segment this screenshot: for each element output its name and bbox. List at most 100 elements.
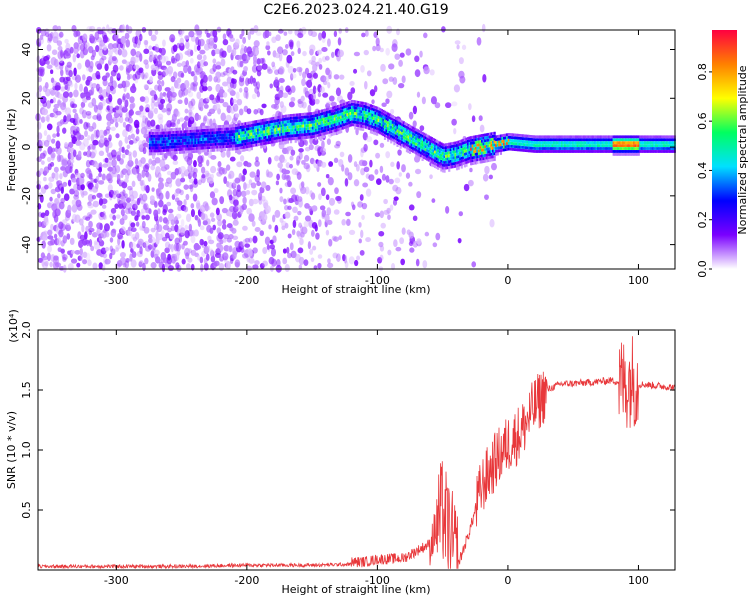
ridge-cell	[465, 155, 468, 159]
heatmap-cell	[222, 252, 229, 261]
heatmap-cell	[300, 186, 307, 195]
heatmap-cell	[341, 164, 345, 172]
ridge-cell	[271, 123, 274, 126]
ridge-cell	[390, 134, 393, 138]
heatmap-cell	[201, 166, 206, 174]
ridge-cell	[451, 147, 454, 151]
ridge-cell	[457, 143, 460, 147]
ridge-cell	[404, 139, 407, 143]
heatmap-cell	[351, 204, 356, 211]
ridge-cell	[396, 129, 399, 133]
ridge-cell	[374, 117, 377, 121]
ridge-cell	[408, 148, 412, 152]
heatmap-cell	[365, 237, 371, 243]
heatmap-cell	[390, 161, 395, 167]
heatmap-cell	[458, 211, 464, 217]
ridge-cell	[518, 133, 521, 137]
ridge-cell	[474, 141, 477, 144]
ridge-cell	[615, 152, 618, 156]
ridge-cell	[523, 146, 526, 149]
ridge-cell	[435, 163, 438, 166]
heatmap-cell	[80, 184, 85, 191]
heatmap-cell	[64, 38, 69, 44]
ridge-cell	[329, 127, 332, 131]
heatmap-cell	[271, 258, 277, 267]
ridge-cell	[466, 142, 470, 146]
ridge-cell	[498, 143, 501, 147]
ridge-cell	[628, 147, 631, 150]
ridge-cell	[388, 116, 391, 120]
heatmap-cell	[45, 54, 51, 60]
heatmap-cell	[160, 230, 165, 238]
heatmap-cell	[54, 171, 59, 181]
ridge-cell	[380, 132, 383, 136]
colorbar-ticks: 0.00.20.40.60.8	[696, 63, 712, 278]
ridge-cell	[413, 145, 416, 148]
ridge-cell	[600, 138, 603, 142]
ridge-cell	[236, 129, 239, 133]
heatmap-cell	[112, 214, 117, 221]
ridge-cell	[291, 128, 294, 132]
ridge-cell	[459, 145, 462, 149]
heatmap-cell	[288, 39, 294, 48]
ridge-cell	[491, 149, 495, 153]
ridge-cell	[321, 118, 324, 122]
ridge-cell	[219, 145, 222, 149]
heatmap-cell	[361, 214, 365, 220]
heatmap-cell	[240, 190, 247, 197]
heatmap-cell	[207, 245, 211, 252]
heatmap-cell	[157, 208, 161, 215]
heatmap-cell	[304, 215, 312, 222]
heatmap-cell	[50, 152, 56, 159]
ridge-cell	[667, 135, 670, 139]
heatmap-cell	[211, 197, 218, 206]
ridge-cell	[283, 117, 286, 121]
ridge-cell	[390, 140, 393, 144]
ridge-cell	[438, 141, 441, 145]
heatmap-cell	[87, 182, 94, 190]
ridge-cell	[275, 119, 279, 123]
ridge-cell	[376, 132, 379, 136]
ridge-cell	[340, 109, 343, 113]
ridge-cell	[355, 109, 358, 113]
ridge-cell	[235, 147, 238, 151]
ridge-cell	[474, 161, 477, 165]
heatmap-cell	[360, 64, 365, 73]
ridge-cell	[421, 158, 424, 161]
ridge-cell	[329, 124, 332, 128]
ridge-cell	[260, 145, 263, 149]
ridge-cell	[275, 116, 279, 120]
ridge-cell	[227, 142, 230, 145]
ridge-cell	[158, 140, 161, 144]
ridge-cell	[310, 123, 313, 127]
ridge-cell	[333, 111, 336, 115]
ridge-cell	[374, 129, 377, 133]
ridge-cell	[231, 138, 235, 142]
heatmap-cell	[61, 159, 68, 167]
ridge-cell	[408, 130, 412, 134]
ridge-cell	[305, 118, 308, 122]
ridge-cell	[340, 130, 343, 134]
heatmap-cell	[84, 41, 90, 50]
heatmap-cell	[214, 48, 221, 55]
heatmap-cell	[47, 245, 52, 253]
ridge-cell	[241, 122, 244, 126]
ridge-cell	[354, 103, 357, 107]
ridge-cell	[648, 147, 651, 150]
ridge-cell	[349, 118, 352, 121]
heatmap-cell	[50, 31, 54, 39]
heatmap-cell	[192, 193, 198, 202]
ridge-cell	[452, 156, 456, 160]
heatmap-cell	[49, 261, 53, 268]
heatmap-cell	[175, 213, 182, 219]
ridge-cell	[293, 119, 296, 123]
ridge-cell	[430, 140, 434, 143]
ridge-cell	[307, 124, 310, 127]
ridge-cell	[297, 136, 300, 140]
ridge-cell	[493, 137, 496, 141]
heatmap-cell	[134, 35, 139, 45]
heatmap-cell	[73, 126, 80, 132]
ridge-cell	[606, 135, 609, 139]
heatmap-cell	[232, 69, 238, 75]
chart-title: C2E6.2023.024.21.40.G19	[263, 2, 448, 18]
